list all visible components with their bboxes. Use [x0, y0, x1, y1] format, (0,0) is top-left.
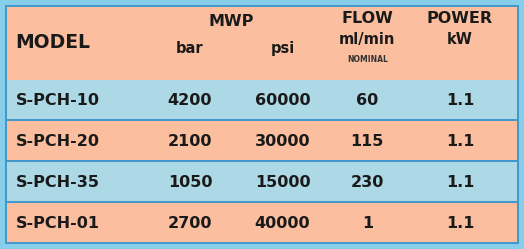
- Text: 4200: 4200: [168, 93, 212, 108]
- Text: 60000: 60000: [255, 93, 310, 108]
- Text: 40000: 40000: [255, 216, 310, 231]
- Text: 30000: 30000: [255, 134, 310, 149]
- Text: S-PCH-01: S-PCH-01: [16, 216, 100, 231]
- Text: 1.1: 1.1: [446, 175, 474, 190]
- Text: S-PCH-20: S-PCH-20: [16, 134, 100, 149]
- Bar: [7, 80, 517, 119]
- Text: S-PCH-10: S-PCH-10: [16, 93, 100, 108]
- Text: bar: bar: [176, 41, 204, 56]
- Text: 15000: 15000: [255, 175, 310, 190]
- Text: 1.1: 1.1: [446, 93, 474, 108]
- Text: 115: 115: [351, 134, 384, 149]
- Bar: [7, 7, 517, 80]
- Text: MODEL: MODEL: [15, 33, 90, 52]
- Text: S-PCH-35: S-PCH-35: [16, 175, 100, 190]
- Text: NOMINAL: NOMINAL: [347, 55, 388, 64]
- Text: 1050: 1050: [168, 175, 212, 190]
- Text: 230: 230: [351, 175, 384, 190]
- Text: kW: kW: [447, 32, 473, 47]
- Text: FLOW: FLOW: [342, 11, 393, 26]
- Bar: [7, 162, 517, 201]
- Text: 1: 1: [362, 216, 373, 231]
- Text: psi: psi: [270, 41, 294, 56]
- Text: 2700: 2700: [168, 216, 212, 231]
- Text: 60: 60: [356, 93, 378, 108]
- Bar: [7, 121, 517, 160]
- Text: 1.1: 1.1: [446, 216, 474, 231]
- Bar: [7, 203, 517, 242]
- Text: 1.1: 1.1: [446, 134, 474, 149]
- Text: MWP: MWP: [209, 14, 254, 29]
- Text: ml/min: ml/min: [339, 32, 396, 47]
- Text: 2100: 2100: [168, 134, 212, 149]
- Text: POWER: POWER: [427, 11, 493, 26]
